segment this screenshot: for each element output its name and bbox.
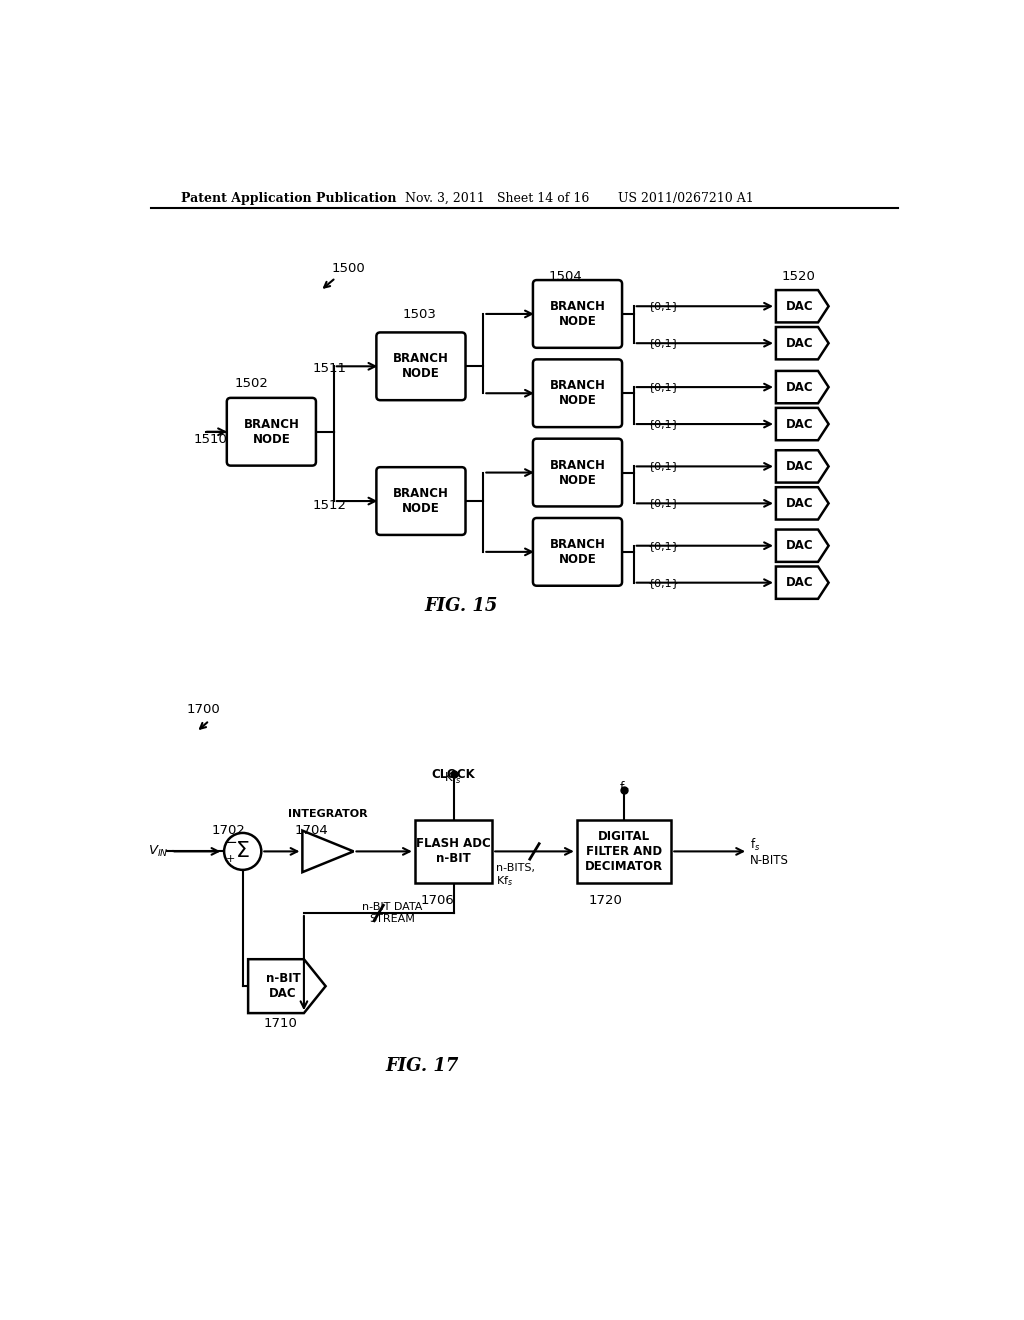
Text: INTEGRATOR: INTEGRATOR: [288, 809, 368, 818]
Polygon shape: [776, 290, 828, 322]
Polygon shape: [248, 960, 326, 1014]
Text: {0,1}: {0,1}: [647, 418, 679, 429]
Text: BRANCH
NODE: BRANCH NODE: [550, 379, 605, 408]
FancyBboxPatch shape: [226, 397, 316, 466]
Text: {0,1}: {0,1}: [647, 462, 679, 471]
Circle shape: [224, 833, 261, 870]
FancyBboxPatch shape: [532, 280, 622, 348]
Text: 1706: 1706: [421, 894, 455, 907]
Text: 1720: 1720: [589, 894, 623, 907]
Text: 1511: 1511: [312, 363, 346, 375]
Text: BRANCH
NODE: BRANCH NODE: [244, 417, 299, 446]
Text: f$_s$: f$_s$: [751, 837, 761, 853]
Text: 1710: 1710: [263, 1016, 298, 1030]
Text: DAC: DAC: [786, 459, 814, 473]
Text: 1520: 1520: [781, 271, 815, 282]
Text: N-BITS: N-BITS: [751, 854, 790, 867]
Polygon shape: [776, 408, 828, 441]
Text: DAC: DAC: [786, 337, 814, 350]
FancyBboxPatch shape: [532, 517, 622, 586]
Text: +: +: [225, 854, 234, 865]
Text: Nov. 3, 2011: Nov. 3, 2011: [406, 191, 485, 205]
Text: 1700: 1700: [186, 702, 220, 715]
Text: DAC: DAC: [786, 576, 814, 589]
Text: n-BIT DATA
STREAM: n-BIT DATA STREAM: [362, 902, 423, 924]
Text: FIG. 17: FIG. 17: [386, 1057, 459, 1074]
Text: 1504: 1504: [549, 271, 583, 282]
Text: 1512: 1512: [312, 499, 346, 512]
Text: DAC: DAC: [786, 300, 814, 313]
Text: BRANCH
NODE: BRANCH NODE: [393, 352, 449, 380]
Text: −: −: [224, 836, 237, 850]
Text: BRANCH
NODE: BRANCH NODE: [550, 537, 605, 566]
Text: BRANCH
NODE: BRANCH NODE: [550, 300, 605, 327]
Text: {0,1}: {0,1}: [647, 499, 679, 508]
FancyBboxPatch shape: [377, 333, 466, 400]
Text: US 2011/0267210 A1: US 2011/0267210 A1: [617, 191, 754, 205]
Text: FLASH ADC
n-BIT: FLASH ADC n-BIT: [416, 837, 490, 866]
Text: BRANCH
NODE: BRANCH NODE: [550, 458, 605, 487]
Text: DAC: DAC: [786, 496, 814, 510]
Polygon shape: [776, 371, 828, 404]
Text: {0,1}: {0,1}: [647, 301, 679, 312]
Polygon shape: [776, 529, 828, 562]
Polygon shape: [776, 487, 828, 520]
Text: $V_{IN}$: $V_{IN}$: [147, 843, 168, 859]
Text: Kf$_s$: Kf$_s$: [496, 874, 513, 887]
Text: CLOCK: CLOCK: [432, 767, 475, 780]
Text: 1702: 1702: [212, 825, 246, 837]
Text: Kf$_s$: Kf$_s$: [444, 770, 463, 785]
Text: {0,1}: {0,1}: [647, 381, 679, 392]
Text: n-BITS,: n-BITS,: [496, 863, 536, 874]
Text: 1500: 1500: [332, 263, 366, 276]
FancyBboxPatch shape: [532, 438, 622, 507]
Text: {0,1}: {0,1}: [647, 338, 679, 348]
Polygon shape: [776, 327, 828, 359]
Text: 1502: 1502: [234, 378, 269, 391]
Text: 1510: 1510: [194, 433, 227, 446]
Text: DAC: DAC: [786, 380, 814, 393]
Text: Sheet 14 of 16: Sheet 14 of 16: [497, 191, 589, 205]
Text: Patent Application Publication: Patent Application Publication: [180, 191, 396, 205]
Text: {0,1}: {0,1}: [647, 541, 679, 550]
Bar: [577, 820, 672, 883]
Text: {0,1}: {0,1}: [647, 578, 679, 587]
Text: f$_s$: f$_s$: [618, 780, 630, 796]
Text: Σ: Σ: [236, 841, 250, 862]
FancyBboxPatch shape: [377, 467, 466, 535]
Text: DAC: DAC: [786, 539, 814, 552]
Text: n-BIT
DAC: n-BIT DAC: [265, 972, 300, 1001]
Text: BRANCH
NODE: BRANCH NODE: [393, 487, 449, 515]
Polygon shape: [302, 830, 353, 873]
Bar: [415, 820, 493, 883]
Text: DIGITAL
FILTER AND
DECIMATOR: DIGITAL FILTER AND DECIMATOR: [585, 830, 664, 873]
FancyBboxPatch shape: [532, 359, 622, 428]
Polygon shape: [776, 566, 828, 599]
Text: FIG. 15: FIG. 15: [425, 597, 498, 615]
Text: DAC: DAC: [786, 417, 814, 430]
Text: 1503: 1503: [402, 308, 436, 321]
Polygon shape: [776, 450, 828, 483]
Text: 1704: 1704: [295, 825, 329, 837]
